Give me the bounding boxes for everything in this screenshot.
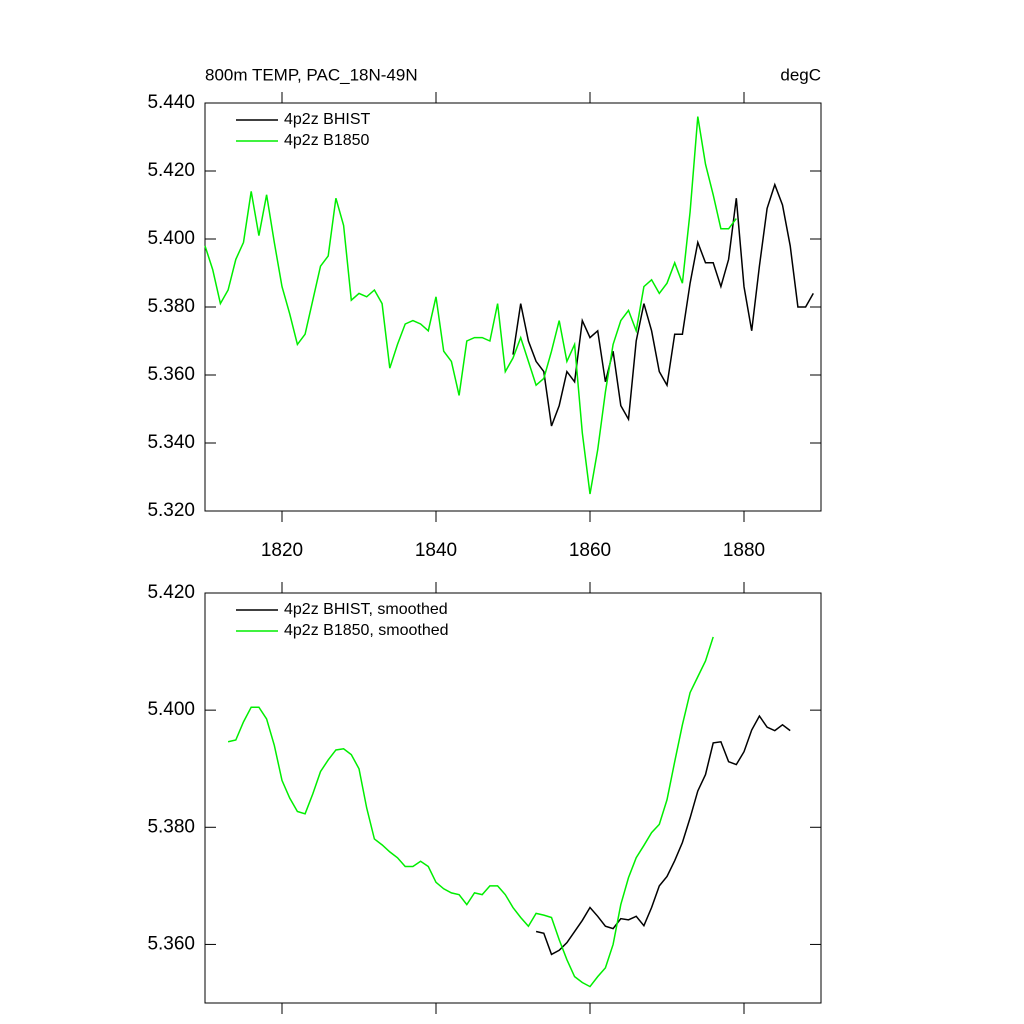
x-tick-label: 1880 bbox=[723, 540, 765, 561]
legend-label: 4p2z BHIST bbox=[284, 111, 370, 128]
plot-frame bbox=[204, 102, 822, 512]
legend-label: 4p2z B1850 bbox=[284, 132, 370, 149]
series-line bbox=[535, 714, 791, 956]
x-tick-label: 1840 bbox=[415, 540, 457, 561]
y-tick-label: 5.360 bbox=[147, 933, 195, 954]
chart-title: 800m TEMP, PAC_18N-49N bbox=[205, 65, 418, 84]
y-tick-label: 5.320 bbox=[147, 500, 195, 521]
series-line bbox=[227, 636, 714, 988]
units-label: degC bbox=[780, 65, 821, 84]
legend-label: 4p2z BHIST, smoothed bbox=[284, 601, 448, 618]
y-tick-label: 5.400 bbox=[147, 699, 195, 720]
x-tick-label: 1860 bbox=[569, 540, 611, 561]
legend-label: 4p2z B1850, smoothed bbox=[284, 622, 449, 639]
plot-frame bbox=[204, 592, 822, 1004]
y-tick-label: 5.420 bbox=[147, 582, 195, 603]
series-line bbox=[204, 116, 737, 495]
y-tick-label: 5.420 bbox=[147, 160, 195, 181]
x-tick-label: 1820 bbox=[261, 540, 303, 561]
y-tick-label: 5.360 bbox=[147, 364, 195, 385]
y-tick-label: 5.380 bbox=[147, 296, 195, 317]
series-line bbox=[512, 182, 814, 427]
y-tick-label: 5.440 bbox=[147, 92, 195, 113]
y-tick-label: 5.380 bbox=[147, 816, 195, 837]
y-tick-label: 5.400 bbox=[147, 228, 195, 249]
y-tick-label: 5.340 bbox=[147, 432, 195, 453]
